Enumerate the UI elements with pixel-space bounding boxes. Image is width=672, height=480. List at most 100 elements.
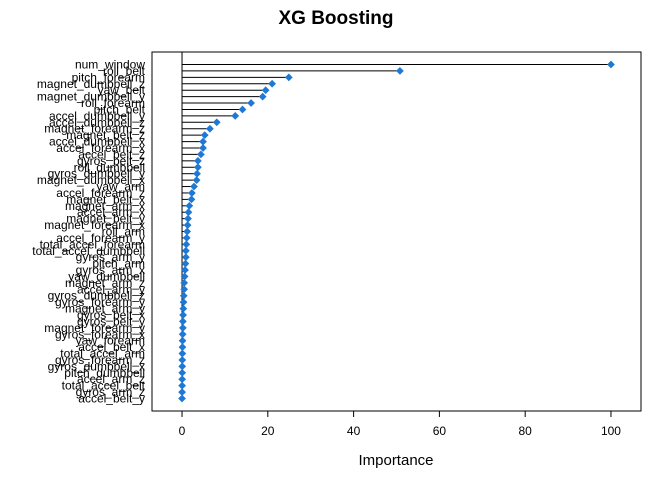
- variable-label: gyros_arm_x: [76, 263, 145, 277]
- variable-label: gyros_belt_z: [77, 154, 145, 168]
- data-point: [396, 67, 404, 75]
- data-point: [178, 375, 187, 384]
- variable-label: roll_dumbbell: [74, 160, 145, 174]
- variable-label: pitch_forearm: [72, 70, 145, 84]
- variable-label: num_window: [75, 58, 145, 72]
- variable-label: accel_arm_x: [77, 205, 145, 219]
- data-point: [607, 60, 615, 69]
- variable-label: accel_forearm_x: [56, 141, 145, 155]
- data-point: [199, 144, 207, 152]
- data-point: [238, 105, 247, 114]
- variable-label: gyros_forearm_z: [55, 353, 145, 367]
- variable-label: magnet_dumbbell_x: [37, 173, 145, 187]
- x-axis-title: Importance: [358, 452, 433, 469]
- variable-label: magnet_dumbbell_z: [37, 77, 145, 91]
- data-point: [182, 234, 191, 242]
- variable-label: magnet_belt_z: [66, 128, 145, 142]
- data-point: [182, 240, 191, 249]
- data-point: [194, 163, 202, 172]
- data-point: [261, 86, 270, 95]
- variable-label: total_accel_dumbbell: [32, 244, 145, 258]
- data-point: [179, 311, 187, 319]
- variable-label: gyros_dumbbell_y: [48, 167, 145, 181]
- variable-label: gyros_forearm_y: [55, 295, 145, 309]
- variable-label: magnet_arm_z: [65, 276, 145, 290]
- x-axis: 0 20 40 60 80 100: [179, 410, 621, 438]
- data-point: [179, 317, 187, 326]
- data-point: [184, 214, 192, 223]
- points-layer: [178, 60, 615, 403]
- variable-label: yaw_arm: [96, 180, 145, 194]
- variable-label: magnet_forearm_z: [44, 122, 145, 136]
- data-point: [187, 195, 196, 204]
- x-tick-label: 100: [601, 424, 621, 438]
- variable-label: roll_belt: [103, 64, 146, 78]
- stems-layer: [181, 52, 611, 399]
- data-point: [178, 356, 187, 364]
- variable-label: total_accel_arm: [60, 347, 145, 361]
- data-point: [182, 253, 190, 262]
- variable-label: total_accel_belt: [62, 379, 146, 393]
- variable-label: accel_belt_z: [78, 147, 145, 161]
- variable-label: pitch_belt: [94, 102, 146, 116]
- data-point: [181, 266, 189, 274]
- data-point: [179, 291, 188, 300]
- data-point: [183, 227, 192, 236]
- data-point: [178, 343, 187, 351]
- data-point: [184, 208, 193, 217]
- variable-label: gyros_dumbbell_z: [48, 289, 145, 303]
- variable-label: gyros_belt_y: [77, 314, 145, 328]
- data-point: [231, 112, 240, 120]
- x-tick-label: 20: [261, 424, 275, 438]
- data-point: [178, 381, 186, 390]
- data-point: [193, 169, 201, 178]
- data-point: [178, 336, 187, 345]
- data-point: [178, 368, 187, 377]
- variable-label: accel_belt_x: [78, 340, 145, 354]
- data-point: [194, 156, 202, 165]
- variable-label: yaw_dumbbell: [68, 269, 145, 283]
- data-point: [258, 92, 267, 101]
- data-point: [179, 298, 188, 307]
- variable-label: magnet_belt_x: [66, 192, 145, 206]
- variable-label: gyros_forearm_x: [55, 327, 145, 341]
- data-point: [178, 362, 187, 371]
- data-point: [199, 137, 207, 146]
- variable-label: yaw_forearm: [76, 334, 145, 348]
- variable-label: magnet_dumbbell_y: [37, 90, 145, 104]
- variable-label: accel_arm_y: [77, 282, 145, 296]
- data-point: [179, 323, 187, 332]
- data-point: [183, 221, 192, 229]
- variable-label: gyros_dumbbell_x: [48, 359, 145, 373]
- data-point: [178, 349, 187, 358]
- x-tick-label: 60: [433, 424, 447, 438]
- variable-label: pitch_dumbbell: [64, 366, 145, 380]
- variable-label: total_accel_forearm: [40, 237, 145, 251]
- x-tick-label: 40: [347, 424, 361, 438]
- data-point: [197, 150, 205, 159]
- variable-label: magnet_forearm_x: [44, 218, 145, 232]
- variable-label: roll_forearm: [81, 96, 145, 110]
- variable-label: magnet_arm_x: [65, 199, 145, 213]
- variable-label: roll_arm: [102, 225, 145, 239]
- variable-label: yaw_belt: [98, 83, 146, 97]
- data-point: [178, 388, 186, 396]
- variable-labels: num_windowroll_beltpitch_forearmmagnet_d…: [32, 58, 145, 406]
- x-tick-label: 0: [179, 424, 186, 438]
- data-point: [182, 246, 190, 255]
- variable-label: gyros_belt_x: [77, 308, 145, 322]
- data-point: [178, 330, 187, 339]
- variable-label: pitch_arm: [92, 257, 145, 271]
- data-point: [268, 79, 276, 88]
- variable-label: magnet_belt_y: [66, 212, 145, 226]
- variable-label: accel_dumbbell_x: [49, 135, 145, 149]
- chart-title: XG Boosting: [278, 8, 393, 29]
- variable-label: accel_dumbbell_y: [49, 109, 145, 123]
- variable-label: accel_forearm_z: [56, 186, 145, 200]
- data-point: [200, 131, 209, 140]
- data-point: [247, 99, 255, 107]
- variable-label: magnet_arm_y: [65, 302, 145, 316]
- data-point: [185, 201, 194, 210]
- variable-label: magnet_forearm_y: [44, 321, 145, 335]
